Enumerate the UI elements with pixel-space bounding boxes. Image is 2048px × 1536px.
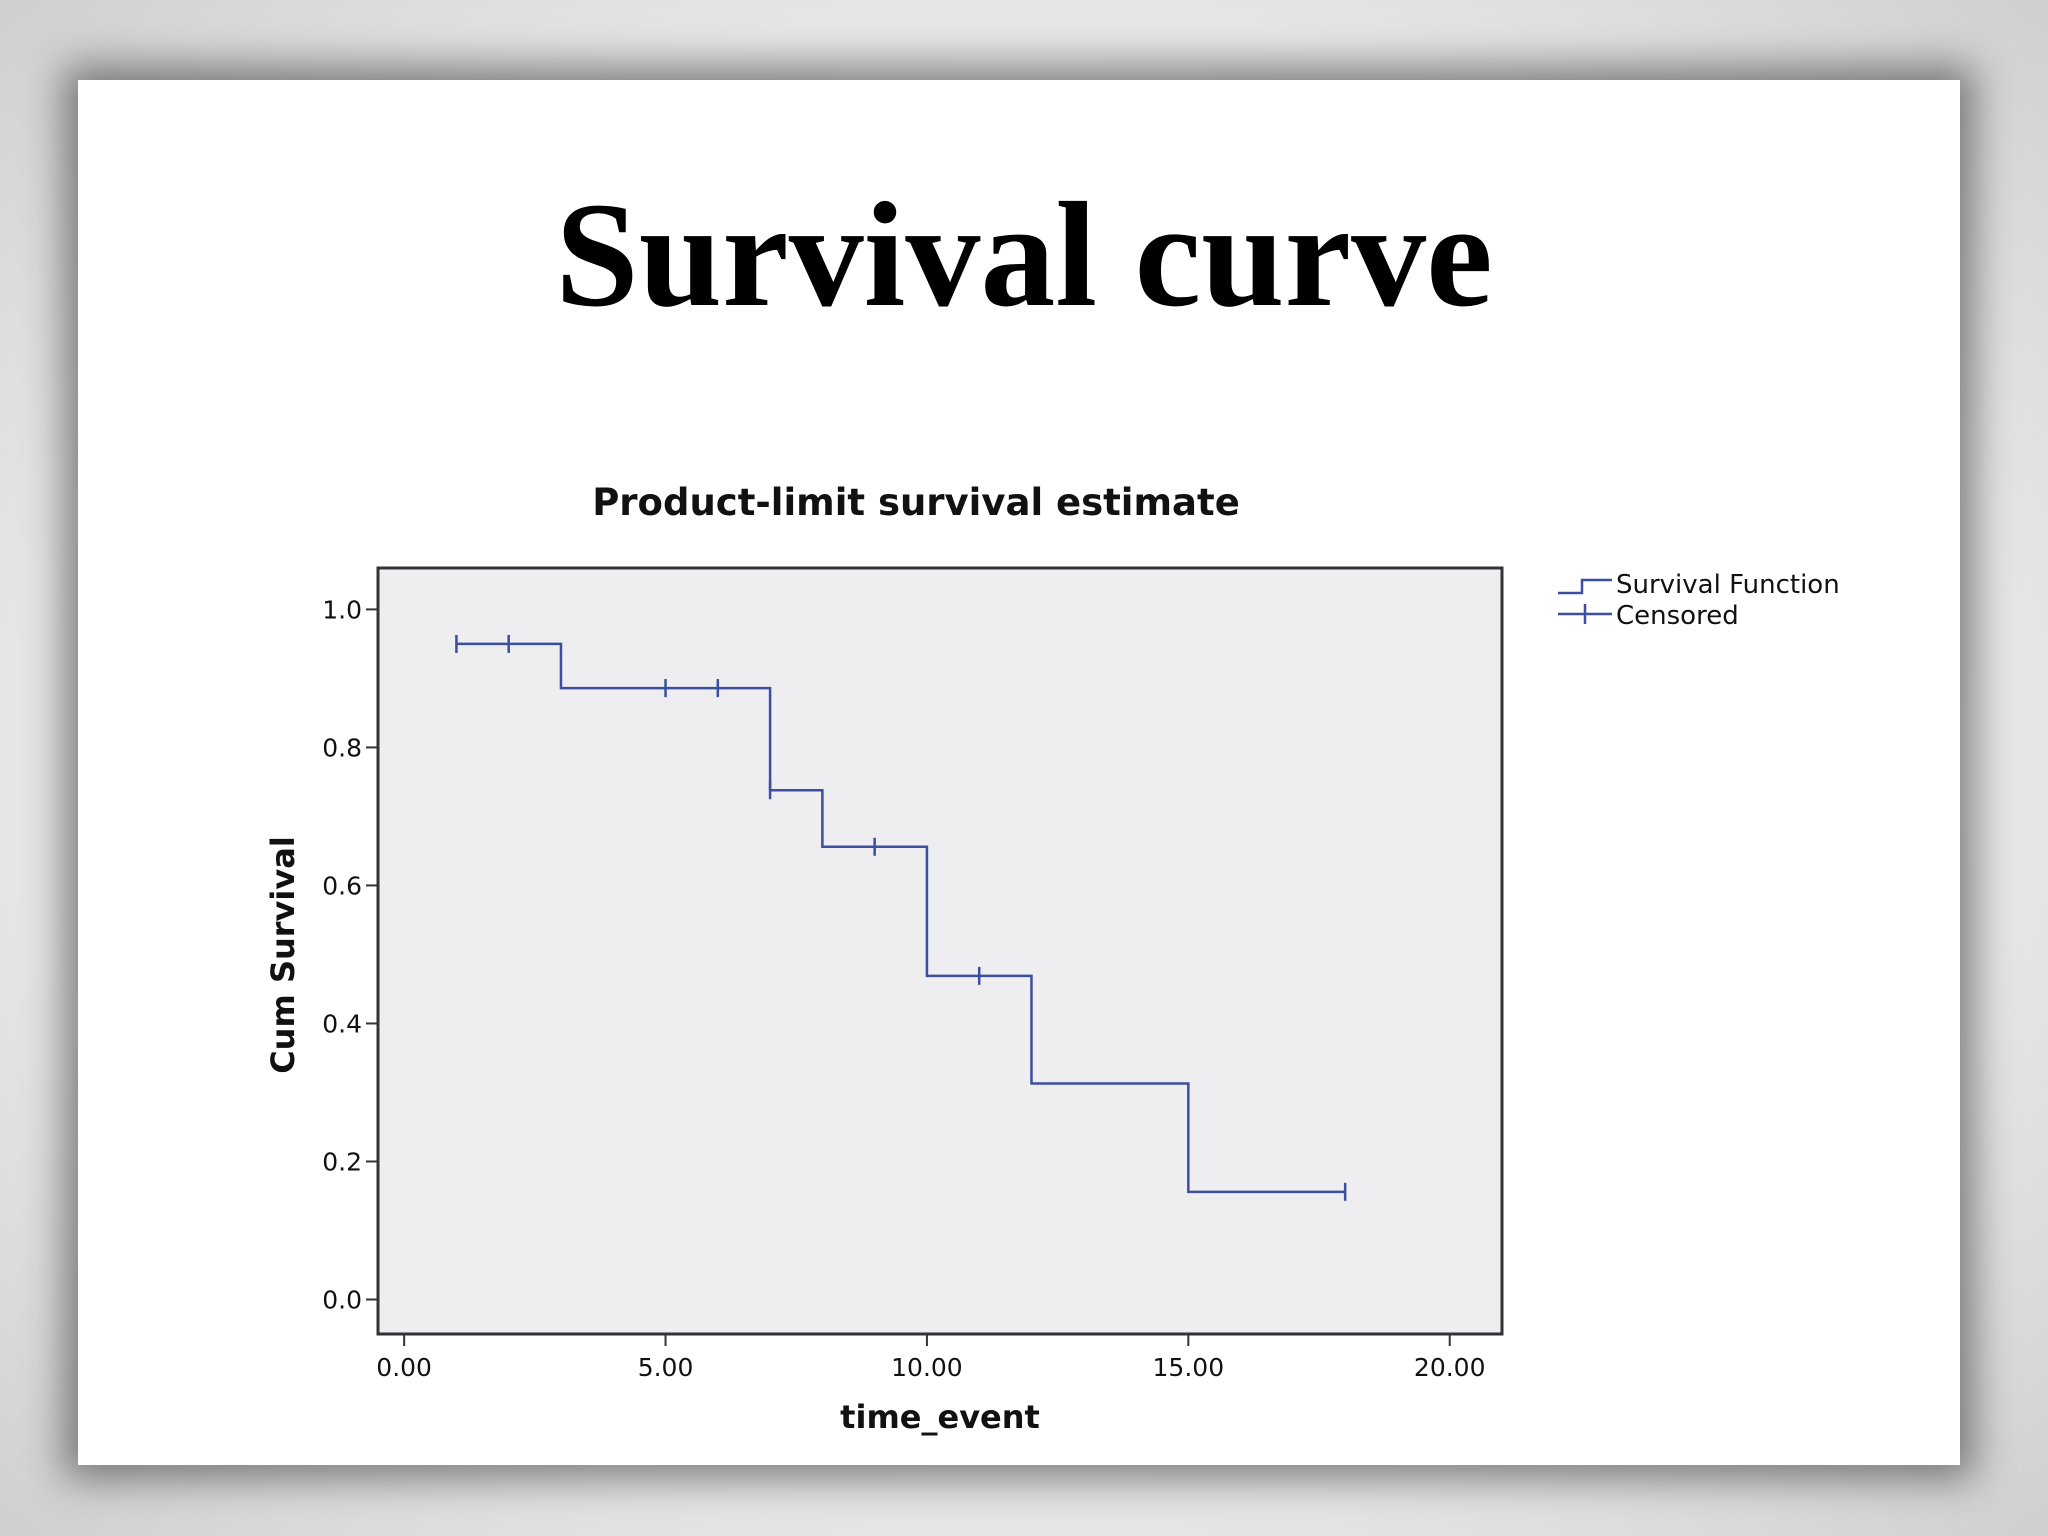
x-tick-label: 15.00 (1153, 1353, 1225, 1382)
y-tick-label: 1.0 (322, 595, 362, 624)
y-tick-label: 0.4 (322, 1009, 362, 1038)
plot-area (376, 566, 1504, 1336)
y-axis-label: Cum Survival (264, 836, 302, 1074)
slide-title: Survival curve (555, 172, 1493, 338)
censored-markers (455, 634, 1347, 1201)
chart-title: Product-limit survival estimate (592, 481, 1240, 524)
legend-censored-icon (1558, 604, 1612, 624)
x-tick-label: 0.00 (376, 1353, 432, 1382)
x-tick-label: 10.00 (891, 1353, 963, 1382)
legend-survival-function-label: Survival Function (1616, 570, 1840, 600)
y-tick-label: 0.6 (322, 871, 362, 900)
x-axis-label: time_event (840, 1398, 1040, 1436)
y-axis: 0.0 0.2 0.4 0.6 0.8 1.0 (322, 595, 378, 1314)
legend-censored-label: Censored (1616, 601, 1739, 631)
legend: Survival Function Censored (1558, 570, 1840, 631)
legend-survival-function-icon (1558, 578, 1612, 595)
x-tick-label: 5.00 (638, 1353, 694, 1382)
x-axis: 0.00 5.00 10.00 15.00 20.00 (376, 1334, 1486, 1382)
y-tick-label: 0.2 (322, 1147, 362, 1176)
y-tick-label: 0.0 (322, 1285, 362, 1314)
x-tick-label: 20.00 (1414, 1353, 1486, 1382)
y-tick-label: 0.8 (322, 733, 362, 762)
